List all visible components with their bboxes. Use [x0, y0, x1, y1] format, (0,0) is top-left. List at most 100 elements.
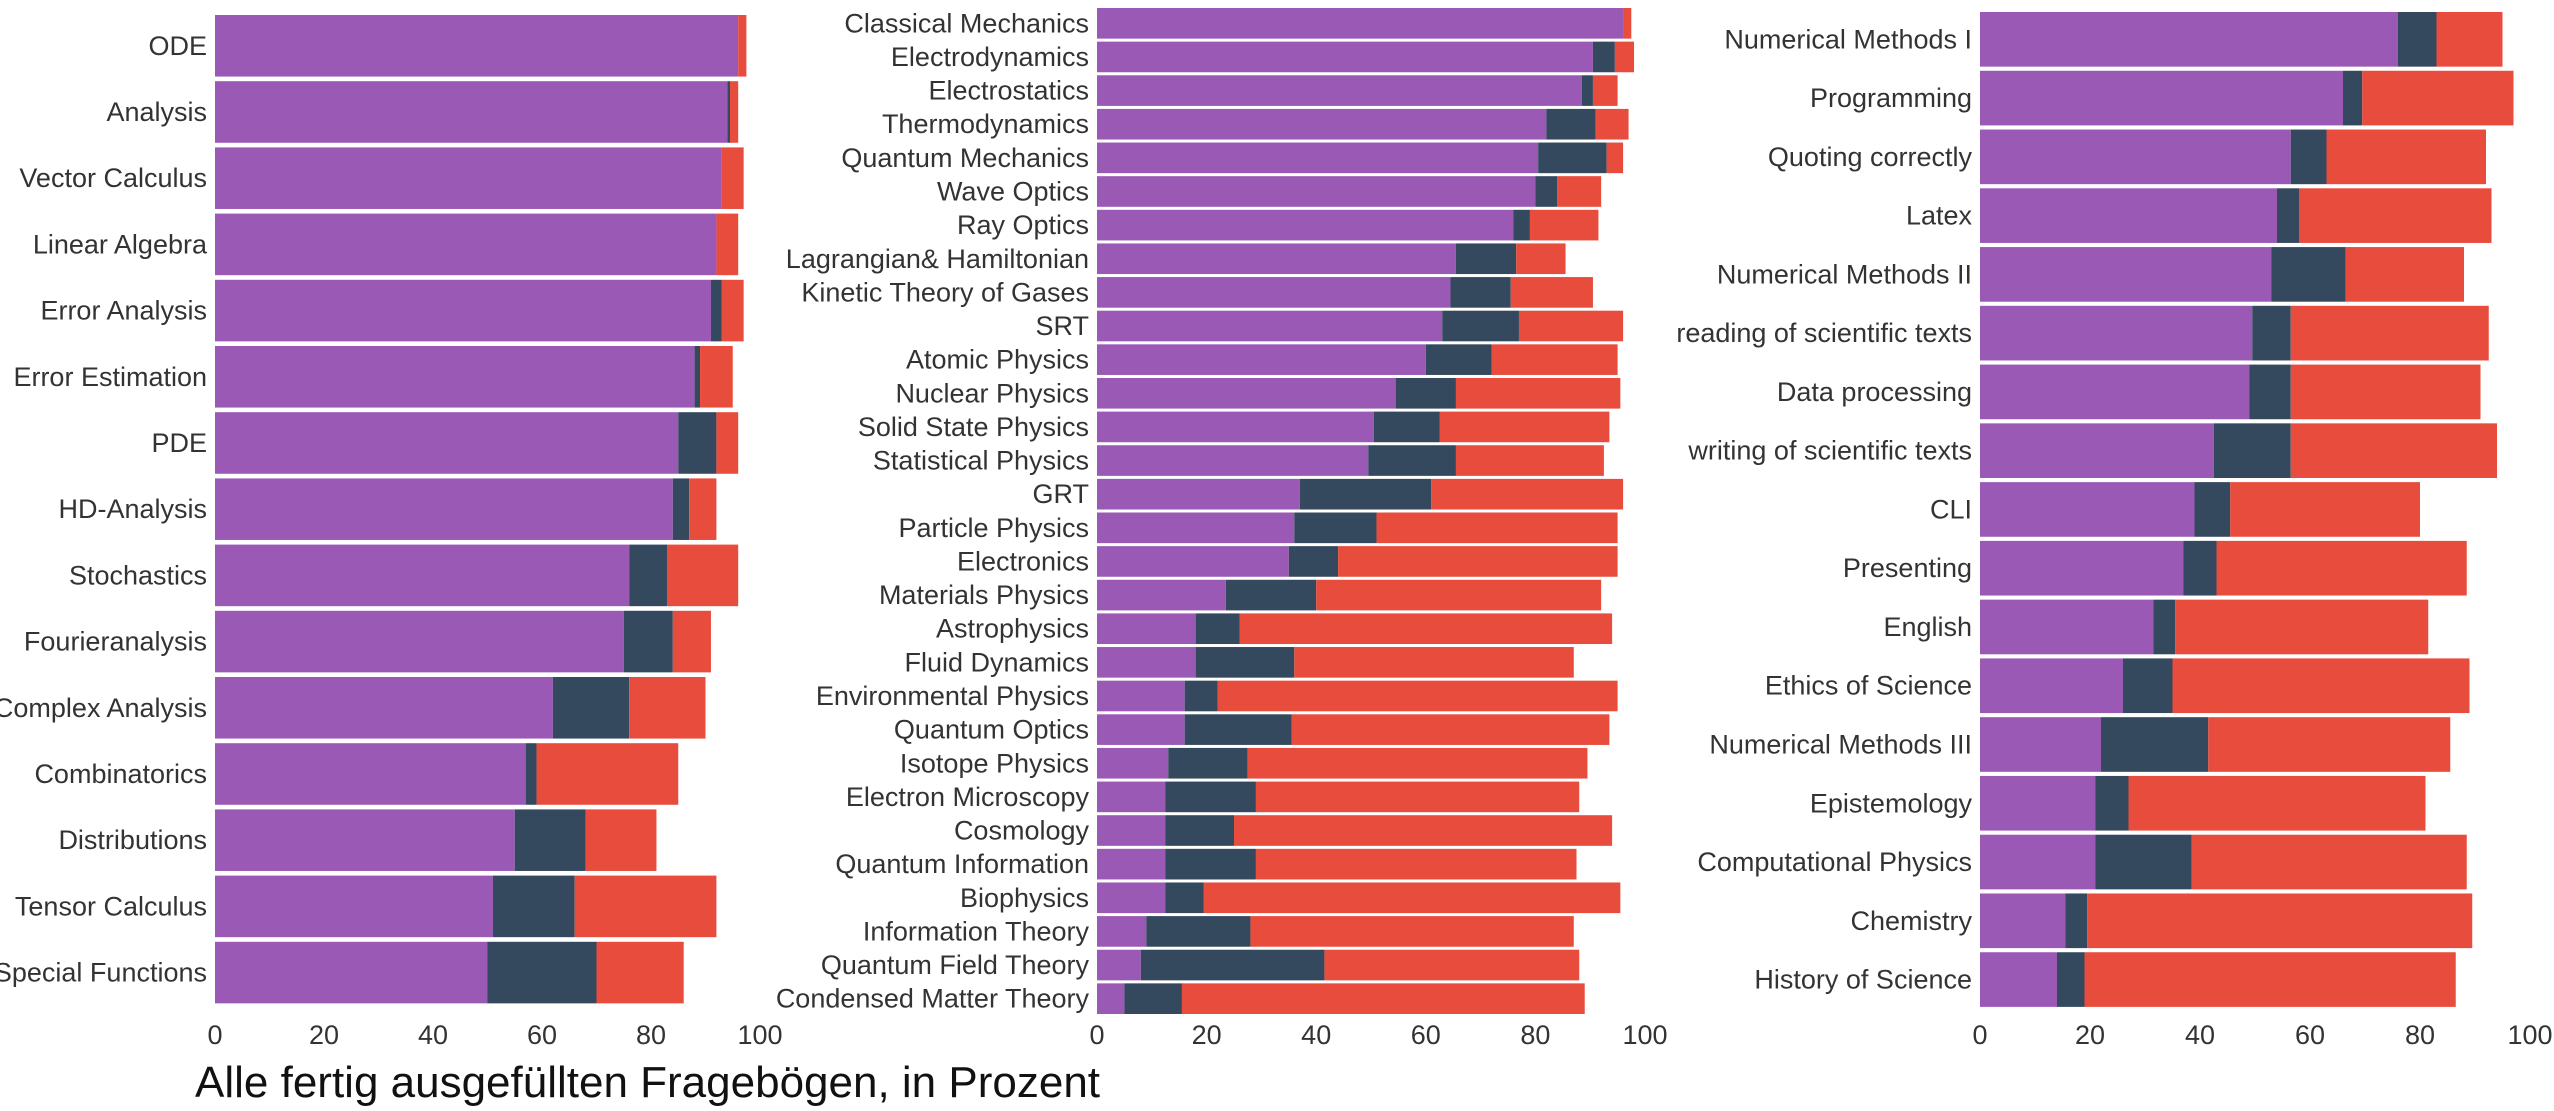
bar-segment-1 — [1097, 75, 1582, 106]
bar-segment-2 — [2184, 541, 2217, 596]
bar-segment-2 — [1166, 815, 1235, 846]
bar-segment-1 — [1097, 210, 1513, 241]
bar-segment-1 — [1097, 546, 1289, 577]
bar-segment-2 — [1294, 513, 1376, 544]
bar-segment-3 — [1607, 143, 1623, 174]
bar-segment-2 — [488, 942, 597, 1004]
bar-segment-3 — [1492, 344, 1618, 375]
bar-segment-2 — [673, 478, 689, 540]
bar-segment-3 — [1316, 580, 1601, 611]
bar-segment-1 — [1097, 782, 1166, 813]
bar-segment-1 — [1097, 378, 1396, 409]
bar-segment-2 — [553, 677, 629, 739]
bar-segment-3 — [722, 147, 744, 209]
category-label: Special Functions — [0, 958, 207, 988]
bar-segment-2 — [711, 280, 722, 342]
bar-segment-3 — [1218, 681, 1618, 712]
category-label: Isotope Physics — [900, 748, 1089, 778]
bar-segment-2 — [2096, 776, 2129, 831]
category-label: Ray Optics — [957, 210, 1089, 240]
bar-segment-2 — [727, 81, 730, 143]
bar-segment-1 — [1097, 916, 1146, 947]
x-tick-label: 0 — [207, 1020, 222, 1050]
bar-segment-3 — [2129, 776, 2426, 831]
category-label: Programming — [1810, 83, 1972, 113]
bar-segment-1 — [1097, 176, 1535, 207]
bar-segment-1 — [215, 214, 716, 276]
bar-segment-3 — [2299, 188, 2492, 243]
bar-segment-1 — [1980, 717, 2101, 772]
bar-segment-1 — [1097, 849, 1166, 880]
category-label: Cosmology — [954, 816, 1090, 846]
bar-segment-2 — [678, 412, 716, 474]
bar-segment-1 — [215, 942, 488, 1004]
category-label: CLI — [1930, 494, 1972, 524]
category-label: Epistemology — [1810, 788, 1973, 818]
bar-segment-1 — [1097, 8, 1623, 39]
bar-segment-1 — [1097, 143, 1538, 174]
bar-segment-3 — [2192, 835, 2467, 890]
bar-segment-3 — [730, 81, 738, 143]
bar-segment-3 — [1256, 782, 1579, 813]
bar-segment-2 — [2123, 658, 2173, 713]
x-tick-label: 20 — [2075, 1020, 2105, 1050]
bar-segment-3 — [1234, 815, 1612, 846]
bar-segment-3 — [2346, 247, 2464, 302]
bar-segment-2 — [1289, 546, 1338, 577]
bar-segment-3 — [597, 942, 684, 1004]
bar-segment-1 — [1097, 311, 1442, 342]
category-label: Quantum Mechanics — [841, 143, 1089, 173]
category-label: Analysis — [106, 97, 207, 127]
category-label: Information Theory — [863, 916, 1090, 946]
bar-segment-2 — [1226, 580, 1316, 611]
bar-segment-2 — [2250, 365, 2291, 420]
bar-segment-2 — [1300, 479, 1432, 510]
category-label: English — [1883, 612, 1972, 642]
category-label: Electrodynamics — [891, 42, 1089, 72]
bar-segment-1 — [1980, 188, 2277, 243]
category-label: Kinetic Theory of Gases — [801, 277, 1089, 307]
bar-segment-2 — [1166, 849, 1256, 880]
bar-segment-3 — [2327, 130, 2487, 185]
chart-panel-2: Classical Mechanics Electrodynamics Electr… — [776, 8, 1668, 1050]
bar-segment-2 — [1185, 681, 1218, 712]
bar-segment-3 — [1256, 849, 1577, 880]
category-label: Particle Physics — [898, 513, 1089, 543]
bar-segment-1 — [215, 743, 526, 805]
category-label: Quoting correctly — [1768, 142, 1973, 172]
bar-segment-3 — [1376, 513, 1617, 544]
bar-segment-3 — [2437, 12, 2503, 67]
category-label: Quantum Field Theory — [821, 950, 1090, 980]
bar-segment-1 — [215, 412, 678, 474]
bar-segment-2 — [1546, 109, 1595, 140]
category-label: Electron Microscopy — [846, 782, 1090, 812]
bar-segment-1 — [1980, 541, 2184, 596]
bar-segment-3 — [2291, 365, 2481, 420]
bar-segment-3 — [1623, 8, 1631, 39]
bar-segment-3 — [689, 478, 716, 540]
bar-segment-2 — [1535, 176, 1557, 207]
bar-segment-1 — [1980, 71, 2343, 126]
bar-segment-2 — [2398, 12, 2437, 67]
bar-segment-3 — [629, 677, 705, 739]
category-label: Numerical Methods II — [1717, 259, 1972, 289]
bar-segment-1 — [1097, 344, 1426, 375]
bar-segment-3 — [2291, 423, 2497, 478]
bar-segment-2 — [1168, 748, 1247, 779]
bar-segment-1 — [215, 15, 738, 77]
bar-segment-2 — [2057, 952, 2085, 1007]
bar-segment-1 — [1980, 893, 2065, 948]
bar-segment-3 — [1431, 479, 1623, 510]
category-label: Solid State Physics — [858, 412, 1089, 442]
bar-segment-1 — [1980, 130, 2291, 185]
bar-segment-3 — [1204, 882, 1620, 913]
bar-segment-3 — [1324, 950, 1579, 981]
category-label: Error Analysis — [40, 296, 207, 326]
category-label: Chemistry — [1850, 906, 1972, 936]
bar-segment-3 — [2085, 952, 2456, 1007]
category-label: Numerical Methods I — [1724, 24, 1972, 54]
bar-segment-2 — [1124, 983, 1182, 1014]
bar-segment-2 — [2153, 600, 2175, 655]
category-label: Error Estimation — [13, 362, 207, 392]
